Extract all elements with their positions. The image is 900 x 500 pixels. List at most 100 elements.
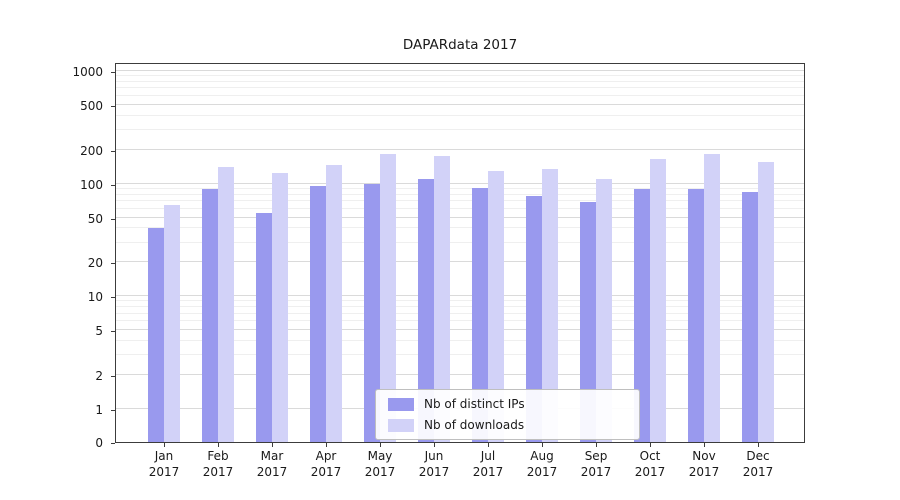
bar-distinct-ips	[634, 188, 650, 442]
y-tick-mark	[111, 105, 115, 107]
bar-distinct-ips	[472, 187, 488, 442]
gridline-minor	[116, 354, 804, 356]
y-tick-label: 10	[87, 290, 103, 305]
bar-downloads	[380, 153, 396, 442]
x-tick-month: Sep	[584, 449, 608, 463]
bar-distinct-ips	[526, 195, 542, 442]
gridline-major	[116, 148, 804, 150]
gridline-minor	[116, 320, 804, 322]
y-tick-label: 1	[95, 403, 103, 417]
x-tick-mark	[542, 443, 543, 447]
x-tick-month: May	[367, 449, 393, 463]
y-tick-mark	[111, 150, 115, 152]
x-tick-year: 2017	[580, 464, 612, 479]
bar-downloads	[218, 167, 234, 442]
x-tick-label: Dec 2017	[728, 449, 788, 480]
y-tick-label: 0	[95, 436, 103, 450]
y-tick-mark	[111, 218, 115, 220]
gridline-minor	[116, 227, 804, 229]
gridline-major	[116, 329, 804, 331]
y-tick-mark	[111, 410, 115, 411]
chart-title: DAPARdata 2017	[402, 37, 518, 53]
bar-downloads	[326, 165, 342, 442]
x-tick-label: May 2017	[350, 449, 410, 480]
gridline-minor	[116, 306, 804, 308]
gridline-minor	[116, 94, 804, 96]
gridline-minor	[116, 87, 804, 89]
x-tick-mark	[164, 443, 165, 447]
x-tick-label: Jul 2017	[458, 449, 518, 480]
bar-distinct-ips	[742, 191, 758, 442]
gridline-minor	[116, 300, 804, 302]
gridline-minor	[116, 114, 804, 116]
x-tick-mark	[218, 443, 219, 447]
x-tick-month: Oct	[639, 449, 661, 463]
bar-downloads	[758, 162, 774, 442]
x-tick-month: Dec	[746, 449, 770, 463]
x-tick-month: Aug	[530, 449, 554, 463]
x-tick-mark	[596, 443, 597, 447]
gridline-major	[116, 216, 804, 218]
x-tick-month: Jun	[424, 449, 444, 463]
bar-downloads	[272, 172, 288, 442]
bar-downloads	[434, 156, 450, 442]
x-tick-mark	[272, 443, 273, 447]
x-tick-month: Mar	[260, 449, 284, 463]
x-tick-label: Mar 2017	[242, 449, 302, 480]
y-tick-label: 100	[80, 177, 103, 192]
x-tick-mark	[380, 443, 381, 447]
x-tick-month: Nov	[692, 449, 716, 463]
gridline-minor	[116, 340, 804, 342]
gridline-minor	[116, 128, 804, 130]
gridline-minor	[116, 193, 804, 195]
x-tick-mark	[434, 443, 435, 447]
legend-item: Nb of downloads	[388, 418, 627, 432]
x-tick-year: 2017	[634, 464, 666, 479]
bar-distinct-ips	[418, 178, 434, 442]
x-tick-mark	[488, 443, 489, 447]
x-tick-mark	[704, 443, 705, 447]
y-tick-label: 5	[95, 324, 103, 339]
x-tick-mark	[326, 443, 327, 447]
bar-distinct-ips	[688, 188, 704, 442]
x-tick-label: Sep 2017	[566, 449, 626, 480]
bar-distinct-ips	[202, 188, 218, 442]
gridline-major	[116, 261, 804, 263]
x-tick-label: Jun 2017	[404, 449, 464, 480]
y-tick-mark	[111, 443, 115, 444]
gridline-minor	[116, 312, 804, 314]
x-tick-year: 2017	[202, 464, 234, 479]
x-tick-mark	[758, 443, 759, 447]
bar-downloads	[488, 170, 504, 442]
x-tick-label: Feb 2017	[188, 449, 248, 480]
bar-distinct-ips	[580, 202, 596, 442]
y-tick-mark	[111, 71, 115, 73]
y-tick-label: 2	[95, 369, 103, 384]
x-tick-year: 2017	[472, 464, 504, 479]
legend-label: Nb of distinct IPs	[424, 397, 525, 411]
y-tick-mark	[111, 297, 115, 299]
x-tick-label: Jan 2017	[134, 449, 194, 480]
gridline-major	[116, 103, 804, 105]
x-tick-month: Jul	[480, 449, 496, 463]
x-tick-month: Jan	[154, 449, 174, 463]
legend-swatch	[388, 418, 414, 432]
gridline-minor	[116, 200, 804, 202]
bar-distinct-ips	[256, 212, 272, 442]
legend: Nb of distinct IPs Nb of downloads	[375, 389, 640, 440]
x-tick-year: 2017	[688, 464, 720, 479]
bar-downloads	[542, 168, 558, 442]
x-tick-year: 2017	[256, 464, 288, 479]
bar-distinct-ips	[148, 228, 164, 442]
x-tick-mark	[650, 443, 651, 447]
gridline-major	[116, 295, 804, 297]
gridline-minor	[116, 80, 804, 82]
x-tick-year: 2017	[310, 464, 342, 479]
gridline-major	[116, 374, 804, 376]
bar-downloads	[704, 153, 720, 442]
bar-downloads	[596, 178, 612, 442]
y-tick-label: 50	[87, 211, 103, 226]
x-tick-label: Nov 2017	[674, 449, 734, 480]
y-tick-mark	[111, 263, 115, 265]
